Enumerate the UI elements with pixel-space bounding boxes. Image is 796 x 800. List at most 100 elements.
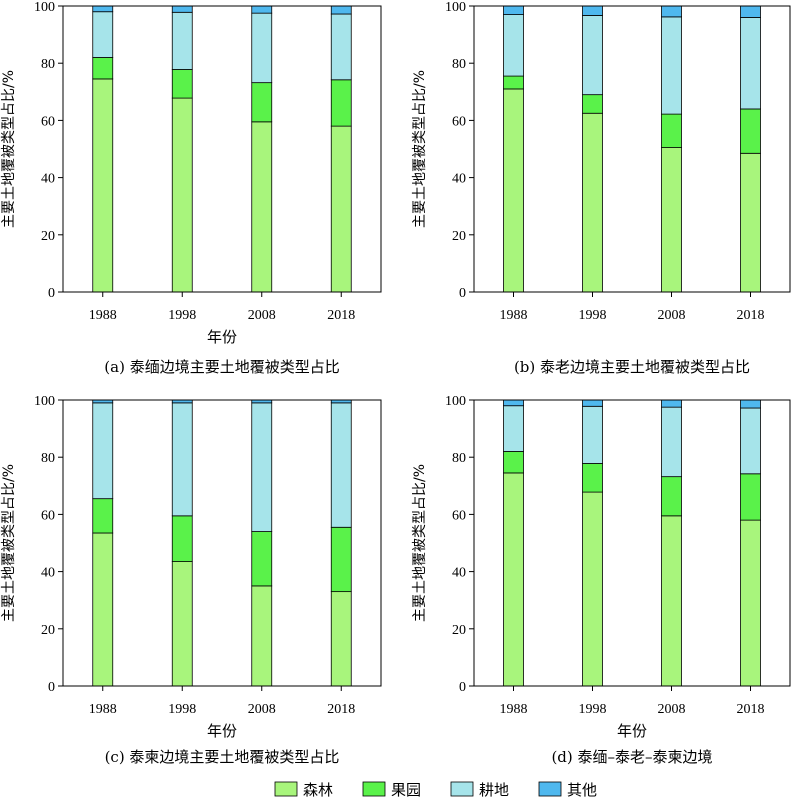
y-axis-label: 主要土地覆被类型占比/% [412,70,428,228]
legend-label: 果园 [391,781,421,799]
bar-segment [740,108,761,154]
bar-segment [503,88,524,293]
x-tick-label: 2018 [737,308,765,323]
legend: 森林 果园 耕地 其他 [274,781,597,799]
bar-segment [92,11,114,58]
plot-frame [473,399,791,687]
bar-segment [251,82,273,123]
y-tick-label: 100 [34,394,55,409]
bar-segment [171,69,193,99]
bar-segment [661,399,682,408]
y-tick-label: 60 [452,114,466,129]
legend-label: 其他 [567,781,597,799]
panel-caption: (c) 泰柬边境主要土地覆被类型占比 [105,748,340,766]
bar-segment [661,515,682,687]
legend-swatch [274,781,298,797]
legend-swatch [362,781,386,797]
y-tick-label: 60 [41,114,55,129]
bar-segment [582,5,603,16]
x-tick-label: 2018 [737,702,765,717]
bar-segment [503,472,524,687]
y-tick-label: 80 [452,57,466,72]
bar-segment [251,12,273,84]
bar-segment [661,16,682,115]
y-axis-label: 主要土地覆被类型占比/% [412,464,428,622]
x-tick-label: 1988 [89,702,117,717]
x-tick-label: 1988 [500,308,528,323]
panel-caption: (a) 泰缅边境主要土地覆被类型占比 [104,358,339,376]
bar-segment [661,406,682,478]
bar-segment [171,11,193,70]
x-tick-label: 2008 [658,308,686,323]
legend-label: 森林 [303,781,333,799]
bar-segment [251,402,273,532]
bar-segment [330,5,352,15]
bar-segment [582,491,603,687]
x-axis-label: 年份 [207,722,237,740]
bar-segment [330,79,352,127]
x-tick-label: 2018 [327,702,355,717]
bar-segment [171,402,193,517]
bar-segment [503,405,524,452]
y-tick-label: 0 [459,286,466,301]
y-tick-label: 20 [452,229,466,244]
x-tick-label: 1988 [89,308,117,323]
x-tick-label: 1998 [579,308,607,323]
bar-segment [661,147,682,293]
chart-panel-2: 0 20 40 60 80 100 1988 1998 2008 2018 主要土地覆被类型占比/%… [1,394,382,766]
y-tick-label: 0 [459,680,466,695]
bar-segment [582,463,603,493]
bar-segment [92,532,114,687]
panel-caption: (b) 泰老边境主要土地覆被类型占比 [514,358,750,376]
bar-segment [740,5,761,18]
bar-segment [92,402,114,500]
y-tick-label: 20 [41,623,55,638]
bar-segment [171,5,193,13]
bar-segment [92,5,114,13]
bar-segment [251,5,273,14]
bar-segment [740,152,761,293]
bar-segment [503,451,524,474]
legend-swatch [538,781,562,797]
legend-swatch [450,781,474,797]
x-tick-label: 1998 [579,702,607,717]
bar-segment [251,585,273,687]
bar-segment [661,113,682,148]
y-tick-label: 80 [452,451,466,466]
x-tick-label: 1998 [168,702,196,717]
x-tick-label: 2018 [327,308,355,323]
plot-frame [62,399,382,687]
y-tick-label: 0 [48,286,55,301]
chart-panel-0: 0 20 40 60 80 100 1988 1998 2008 2018 主要土地覆被类型占比/%… [1,0,382,376]
plot-frame [62,5,382,293]
bar-segment [92,78,114,293]
y-tick-label: 40 [41,172,55,187]
x-axis-label: 年份 [617,722,647,740]
y-tick-label: 100 [445,0,466,15]
bar-segment [661,476,682,517]
y-tick-label: 20 [41,229,55,244]
bar-segment [740,519,761,687]
bar-segment [330,402,352,528]
y-tick-label: 100 [445,394,466,409]
x-tick-label: 1988 [500,702,528,717]
y-axis-label: 主要土地覆被类型占比/% [1,70,17,228]
y-tick-label: 60 [41,508,55,523]
bar-segment [330,13,352,81]
legend-label: 耕地 [479,781,509,799]
bar-segment [92,498,114,534]
y-tick-label: 60 [452,508,466,523]
y-tick-label: 40 [452,172,466,187]
bar-segment [251,531,273,587]
x-tick-label: 1998 [168,308,196,323]
bar-segment [582,15,603,96]
panel-caption: (d) 泰缅–泰老–泰柬边境 [551,748,712,766]
bar-segment [582,94,603,114]
bar-segment [503,399,524,407]
x-tick-label: 2008 [658,702,686,717]
y-tick-label: 40 [452,566,466,581]
bar-segment [740,407,761,475]
bar-segment [251,121,273,293]
bar-segment [171,561,193,687]
y-tick-label: 40 [41,566,55,581]
